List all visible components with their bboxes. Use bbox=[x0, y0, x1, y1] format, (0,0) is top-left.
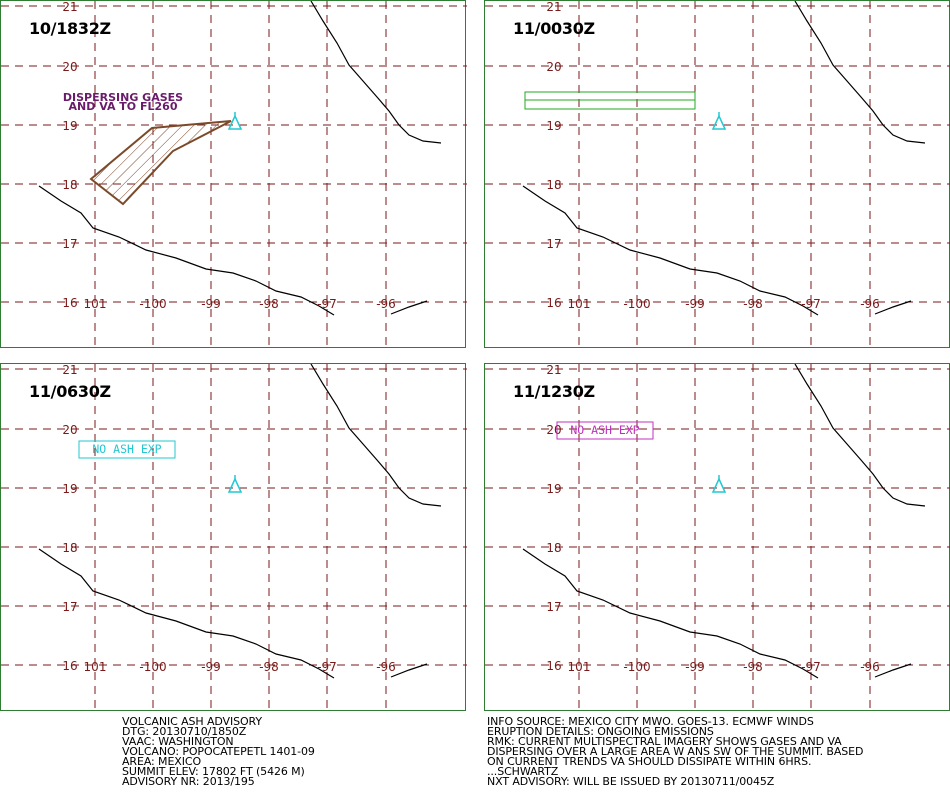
coastline-gulf bbox=[310, 364, 442, 507]
latitude-label: 18 bbox=[546, 178, 561, 192]
longitude-label: -96 bbox=[376, 660, 396, 674]
advisory-line: VOLCANO: POPOCATEPETL 1401-09 bbox=[122, 745, 315, 758]
panel-time: 11/0630Z bbox=[29, 382, 111, 401]
longitude-label: -97 bbox=[801, 660, 821, 674]
map-panel-1: 21 20 19 18 17 16 101 -100 -99 -98 -97 -96 DISPERSIN… bbox=[0, 0, 467, 349]
latitude-label: 17 bbox=[546, 600, 561, 614]
advisory-line: SUMMIT ELEV: 17802 FT (5426 M) bbox=[122, 765, 305, 778]
no-ash-label: NO ASH EXP bbox=[570, 423, 639, 437]
longitude-label: -99 bbox=[685, 297, 705, 311]
advisory-line: NXT ADVISORY: WILL BE ISSUED BY 20130711… bbox=[487, 775, 775, 788]
longitude-label: -100 bbox=[623, 660, 650, 674]
latitude-label: 20 bbox=[546, 60, 561, 74]
coastline-gulf-south bbox=[390, 663, 428, 678]
map-canvas: 21 20 19 18 17 16 101 -100 -99 -98 -97 -96 DISPERSIN… bbox=[1, 1, 467, 349]
advisory-line: ERUPTION DETAILS: ONGOING EMISSIONS bbox=[487, 725, 714, 738]
coastline-gulf-south bbox=[390, 300, 428, 315]
longitude-label: 101 bbox=[568, 297, 591, 311]
coastline-gulf-south bbox=[874, 663, 912, 678]
latitude-label: 17 bbox=[546, 237, 561, 251]
longitude-label: -98 bbox=[743, 660, 763, 674]
longitude-label: -98 bbox=[259, 297, 279, 311]
longitude-label: 101 bbox=[568, 660, 591, 674]
latitude-label: 21 bbox=[62, 364, 77, 377]
map-canvas: 21 20 19 18 17 16 101 -100 -99 -98 -97 -96 NO ASH EX… bbox=[1, 364, 467, 712]
no-ash-label: NO ASH EXP bbox=[92, 442, 161, 456]
coastline-gulf-south bbox=[874, 300, 912, 315]
latitude-label: 19 bbox=[62, 119, 77, 133]
panel-time: 11/0030Z bbox=[513, 19, 595, 38]
latitude-label: 20 bbox=[62, 60, 77, 74]
volcano-triangle-icon bbox=[711, 114, 727, 130]
longitude-label: -100 bbox=[139, 297, 166, 311]
latitude-label: 19 bbox=[546, 119, 561, 133]
latitude-label: 19 bbox=[62, 482, 77, 496]
longitude-label: -97 bbox=[317, 660, 337, 674]
coastline-gulf bbox=[310, 1, 442, 144]
advisory-remarks-block: INFO SOURCE: MEXICO CITY MWO. GOES-13. E… bbox=[487, 715, 864, 788]
map-panel-2: 21 20 19 18 17 16 101 -100 -99 -98 -97 -96 11/0030Z bbox=[484, 0, 950, 349]
latitude-label: 21 bbox=[62, 1, 77, 14]
advisory-line: DTG: 20130710/1850Z bbox=[122, 725, 247, 738]
advisory-line: VAAC: WASHINGTON bbox=[122, 735, 234, 748]
coastline-pacific bbox=[522, 185, 819, 316]
latitude-label: 18 bbox=[62, 541, 77, 555]
map-panel-3: 21 20 19 18 17 16 101 -100 -99 -98 -97 -96 NO ASH EX… bbox=[0, 363, 467, 712]
map-panel-4: 21 20 19 18 17 16 101 -100 -99 -98 -97 -96 NO ASH EX… bbox=[484, 363, 950, 712]
latitude-label: 18 bbox=[546, 541, 561, 555]
longitude-label: -100 bbox=[623, 297, 650, 311]
volcano-triangle-icon bbox=[227, 477, 243, 493]
ash-label-text: DISPERSING GASES bbox=[63, 91, 183, 104]
advisory-line: ...SCHWARTZ bbox=[487, 765, 559, 778]
latitude-label: 19 bbox=[546, 482, 561, 496]
longitude-label: -96 bbox=[860, 660, 880, 674]
coastline-pacific bbox=[38, 185, 335, 316]
longitude-label: -99 bbox=[201, 297, 221, 311]
coastline-gulf bbox=[794, 364, 926, 507]
longitude-label: 101 bbox=[84, 297, 107, 311]
longitude-label: -96 bbox=[860, 297, 880, 311]
advisory-line: ON CURRENT TRENDS VA SHOULD DISSIPATE WI… bbox=[487, 755, 812, 768]
latitude-label: 16 bbox=[546, 296, 561, 310]
advisory-line: DISPERSING OVER A LARGE AREA W ANS SW OF… bbox=[487, 745, 864, 758]
latitude-label: 16 bbox=[62, 296, 77, 310]
advisory-line: ADVISORY NR: 2013/195 bbox=[122, 775, 255, 788]
longitude-label: 101 bbox=[84, 660, 107, 674]
advisory-header-block: VOLCANIC ASH ADVISORY DTG: 20130710/1850… bbox=[122, 715, 315, 788]
latitude-label: 20 bbox=[546, 423, 561, 437]
longitude-label: -96 bbox=[376, 297, 396, 311]
no-ash-box bbox=[78, 440, 176, 459]
coastline-pacific bbox=[38, 548, 335, 679]
longitude-label: -97 bbox=[801, 297, 821, 311]
latitude-label: 20 bbox=[62, 423, 77, 437]
advisory-line: RMK: CURRENT MULTISPECTRAL IMAGERY SHOWS… bbox=[487, 735, 842, 748]
longitude-label: -97 bbox=[317, 297, 337, 311]
longitude-label: -99 bbox=[685, 660, 705, 674]
map-canvas: 21 20 19 18 17 16 101 -100 -99 -98 -97 -96 bbox=[485, 1, 950, 349]
longitude-label: -100 bbox=[139, 660, 166, 674]
no-ash-box bbox=[556, 421, 654, 440]
latitude-label: 17 bbox=[62, 600, 77, 614]
volcano-triangle-icon bbox=[227, 114, 243, 130]
latitude-label: 16 bbox=[546, 659, 561, 673]
panel-time: 11/1230Z bbox=[513, 382, 595, 401]
advisory-line: AREA: MEXICO bbox=[122, 755, 202, 768]
longitude-label: -98 bbox=[743, 297, 763, 311]
longitude-label: -99 bbox=[201, 660, 221, 674]
panel-time: 10/1832Z bbox=[29, 19, 111, 38]
latitude-label: 21 bbox=[546, 1, 561, 14]
latitude-label: 18 bbox=[62, 178, 77, 192]
coastline-gulf bbox=[794, 1, 926, 144]
map-canvas: 21 20 19 18 17 16 101 -100 -99 -98 -97 -96 NO ASH EX… bbox=[485, 364, 950, 712]
coastline-pacific bbox=[522, 548, 819, 679]
ash-cloud-polygon bbox=[89, 120, 232, 206]
advisory-line: VOLCANIC ASH ADVISORY bbox=[122, 715, 263, 728]
latitude-label: 21 bbox=[546, 364, 561, 377]
advisory-line: INFO SOURCE: MEXICO CITY MWO. GOES-13. E… bbox=[487, 715, 814, 728]
ash-label-text: AND VA TO FL260 bbox=[69, 100, 178, 113]
latitude-label: 17 bbox=[62, 237, 77, 251]
volcano-triangle-icon bbox=[711, 477, 727, 493]
longitude-label: -98 bbox=[259, 660, 279, 674]
latitude-label: 16 bbox=[62, 659, 77, 673]
